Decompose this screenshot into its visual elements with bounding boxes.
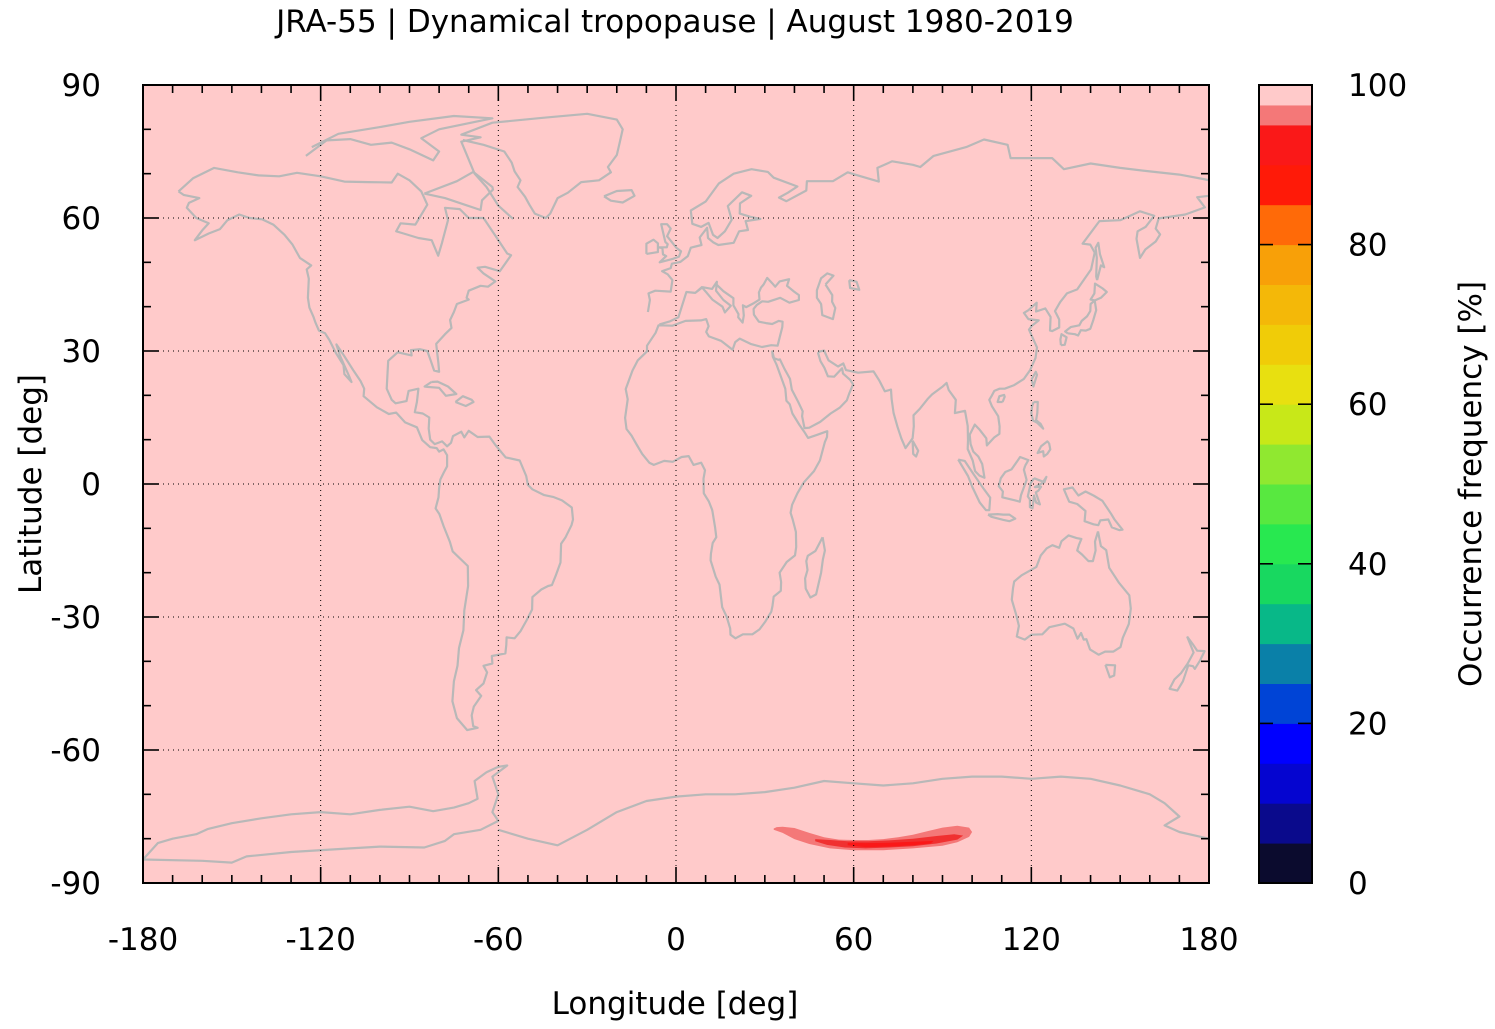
y-tick-label: 30 xyxy=(62,334,101,370)
coastline-16 xyxy=(1062,486,1124,532)
colorbar-swatch xyxy=(1259,404,1312,445)
coastline-18 xyxy=(987,512,1017,523)
x-tick-label: 60 xyxy=(834,922,873,958)
coastline-1 xyxy=(460,112,624,220)
y-tick-label: 60 xyxy=(62,201,101,237)
coastline-27 xyxy=(1030,370,1039,388)
x-tick-label: 120 xyxy=(1002,922,1061,958)
y-tick-label: -60 xyxy=(50,733,101,769)
colorbar-swatch xyxy=(1259,324,1312,365)
coastline-31 xyxy=(848,279,861,291)
coastline-25 xyxy=(1089,282,1108,302)
colorbar-swatch xyxy=(1259,683,1312,724)
colorbar-tick-label: 0 xyxy=(1348,866,1368,902)
coastline-20 xyxy=(1026,475,1048,510)
coastline-5 xyxy=(454,395,475,408)
coastline-29 xyxy=(911,440,920,458)
coastline-3 xyxy=(305,114,494,162)
coastline-28 xyxy=(996,393,1006,404)
x-tick-labels: -180 -120 -60 0 60 120 180 xyxy=(108,922,1239,958)
coastline-12 xyxy=(803,536,827,599)
y-tick-label: 0 xyxy=(81,467,101,503)
colorbar-tick-label: 100 xyxy=(1348,68,1407,104)
coastline-22 xyxy=(1036,440,1052,458)
colorbar-swatch xyxy=(1259,723,1312,764)
plot-frame xyxy=(142,84,1210,884)
coastline-9 xyxy=(657,223,683,264)
colorbar-swatch xyxy=(1259,364,1312,405)
coastlines xyxy=(143,112,1209,864)
chart-title: JRA-55 | Dynamical tropopause | August 1… xyxy=(274,4,1074,40)
coastline-19 xyxy=(997,455,1030,503)
x-tick-label: -180 xyxy=(108,922,178,958)
colorbar-tick-label: 80 xyxy=(1348,228,1387,264)
coastline-14 xyxy=(1104,663,1117,679)
colorbar-swatch xyxy=(1259,803,1312,844)
coastline-8 xyxy=(623,194,1209,640)
y-tick-label: 90 xyxy=(62,68,101,104)
coastline-15 xyxy=(1168,635,1206,692)
y-tick-label: -90 xyxy=(50,866,101,902)
colorbar-swatch xyxy=(1259,204,1312,246)
coastline-6 xyxy=(659,280,732,326)
colorbar-frame xyxy=(1258,84,1313,884)
grid-lines xyxy=(143,85,1209,883)
colorbar-swatch xyxy=(1259,643,1312,684)
coastline-13 xyxy=(1010,531,1132,656)
colorbar xyxy=(1259,85,1312,884)
colorbar-swatch xyxy=(1259,85,1312,106)
x-tick-label: 0 xyxy=(666,922,686,958)
colorbar-swatch xyxy=(1259,104,1312,126)
coastline-0 xyxy=(177,166,575,732)
x-tick-label: -120 xyxy=(285,922,355,958)
colorbar-swatch xyxy=(1259,484,1312,525)
coastline-4 xyxy=(423,380,458,397)
colorbar-swatch xyxy=(1259,763,1312,804)
x-tick-label: -60 xyxy=(473,922,524,958)
contour-level-85 xyxy=(847,840,934,848)
colorbar-swatch xyxy=(1259,523,1312,565)
coastline-7 xyxy=(646,138,1209,313)
colorbar-tick-labels: 0 20 40 60 80 100 xyxy=(1348,68,1407,902)
coastline-2 xyxy=(423,170,495,212)
frequency-contours xyxy=(773,825,973,851)
colorbar-tick-label: 20 xyxy=(1348,706,1387,742)
coastline-17 xyxy=(957,458,992,512)
colorbar-swatch xyxy=(1259,843,1312,884)
coastline-32 xyxy=(143,764,509,864)
y-tick-labels: -90 -60 -30 0 30 60 90 xyxy=(50,68,101,902)
colorbar-swatch xyxy=(1259,124,1312,166)
y-tick-label: -30 xyxy=(50,600,101,636)
y-axis-label: Latitude [deg] xyxy=(13,374,49,594)
colorbar-swatch xyxy=(1259,164,1312,206)
colorbar-label: Occurrence frequency [%] xyxy=(1453,281,1489,687)
colorbar-swatch xyxy=(1259,284,1312,325)
plot-background xyxy=(143,85,1209,883)
coastline-33 xyxy=(497,775,1209,847)
coastline-24 xyxy=(1063,299,1098,337)
coastline-23 xyxy=(1059,333,1068,347)
colorbar-tick-label: 60 xyxy=(1348,387,1387,423)
colorbar-swatch xyxy=(1259,444,1312,485)
colorbar-swatch xyxy=(1259,244,1312,285)
coastline-10 xyxy=(645,238,660,255)
coastline-11 xyxy=(603,189,636,204)
colorbar-tick-label: 40 xyxy=(1348,547,1387,583)
x-axis-label: Longitude [deg] xyxy=(552,986,799,1022)
colorbar-swatch xyxy=(1259,563,1312,605)
colorbar-swatch xyxy=(1259,603,1312,645)
coastline-30 xyxy=(815,272,837,321)
coastline-26 xyxy=(1094,241,1106,281)
x-tick-label: 180 xyxy=(1179,922,1238,958)
